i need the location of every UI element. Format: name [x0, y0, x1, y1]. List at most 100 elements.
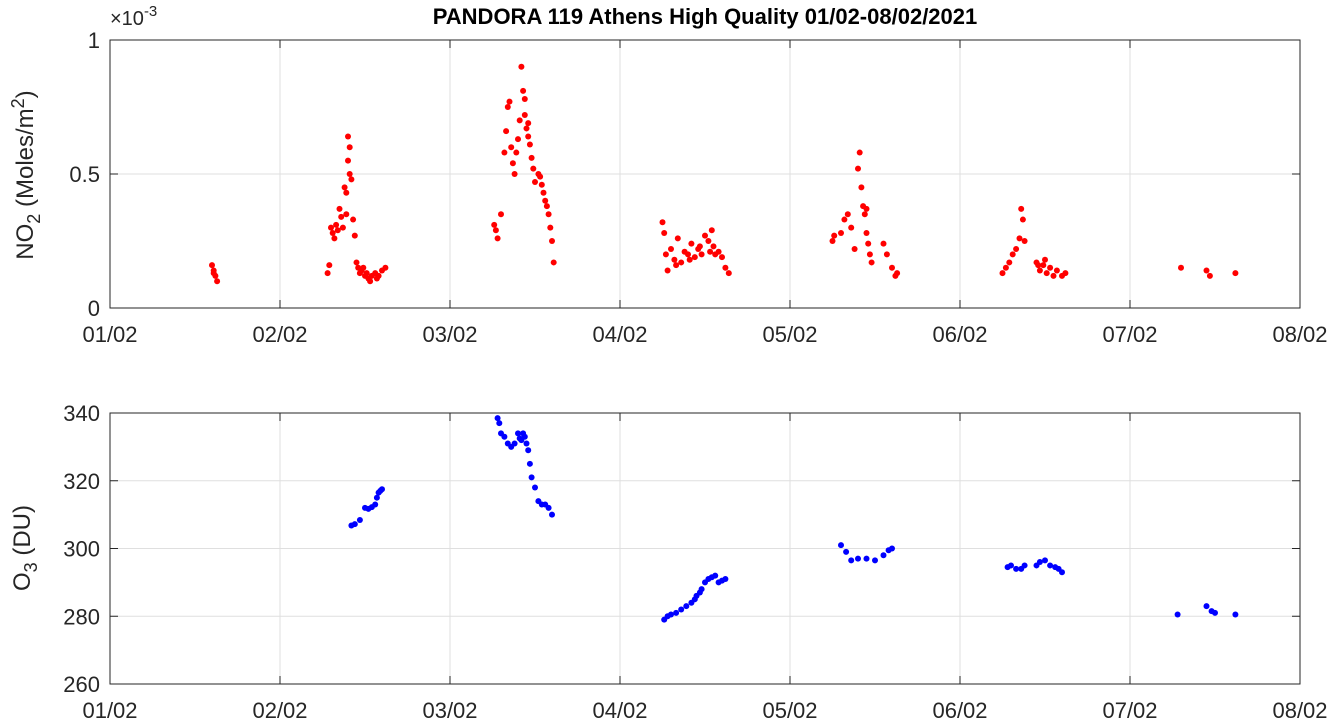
data-point [346, 171, 353, 177]
x-tick-label: 05/02 [762, 322, 817, 347]
ylabel-end: ) [12, 90, 39, 98]
data-point [1212, 609, 1218, 616]
x-tick-label: 07/02 [1102, 698, 1157, 723]
data-point [861, 211, 868, 218]
data-point [1021, 562, 1028, 569]
o3-panel: 01/02 02/02 03/02 04/02 05/02 06/02 07/02 08/02… [9, 401, 1328, 723]
y-tick-label: 1 [88, 28, 100, 53]
exponent-prefix: ×10 [110, 8, 144, 30]
data-point [1019, 216, 1026, 223]
data-point [538, 181, 545, 188]
data-point [525, 133, 532, 140]
x-tick-label: 01/02 [82, 698, 137, 723]
data-point [662, 251, 669, 258]
data-point [494, 235, 501, 242]
data-point [671, 256, 678, 263]
data-point [1047, 264, 1054, 271]
data-point [1053, 267, 1060, 274]
data-point [668, 611, 674, 618]
exponent-value: -3 [144, 3, 157, 20]
data-point [843, 548, 850, 555]
data-point [880, 552, 887, 559]
data-point [844, 211, 851, 218]
ylabel-sub: 3 [21, 562, 41, 572]
data-point [339, 224, 346, 231]
data-point [1203, 267, 1210, 274]
data-point [377, 487, 384, 494]
data-point [863, 555, 870, 562]
data-point [345, 157, 351, 164]
data-point [360, 264, 367, 271]
data-point [516, 435, 523, 442]
data-point [353, 259, 360, 266]
data-point [333, 221, 340, 228]
data-point [848, 224, 855, 231]
data-point [688, 240, 695, 247]
ylabel-rest: (Moles/m [12, 108, 39, 213]
data-point [530, 165, 537, 172]
data-point [673, 262, 680, 269]
data-point [1043, 270, 1050, 277]
x-tick-label: 04/02 [592, 698, 647, 723]
data-point [696, 243, 703, 250]
data-point [210, 270, 217, 277]
data-point [1013, 246, 1020, 253]
data-point [1040, 262, 1047, 269]
data-point [880, 240, 887, 247]
data-point [683, 603, 690, 610]
data-point [492, 227, 499, 234]
y-tick-label: 320 [63, 469, 100, 494]
data-point [691, 596, 698, 603]
data-point [520, 430, 527, 437]
data-point [521, 95, 528, 102]
data-point [1047, 562, 1054, 569]
data-point [521, 112, 528, 119]
data-point [501, 433, 508, 440]
o3-y-axis-label: O3 (DU) [9, 505, 41, 591]
data-point [511, 440, 518, 447]
data-point [722, 575, 729, 582]
data-point [868, 259, 875, 266]
y-tick-label: 340 [63, 401, 100, 426]
y-tick-label: 260 [63, 672, 100, 697]
data-point [515, 430, 521, 437]
data-point [872, 557, 878, 564]
data-point [328, 224, 334, 231]
data-point [367, 278, 374, 285]
ylabel-sub: 2 [24, 214, 44, 224]
o3-grid [109, 412, 1301, 685]
data-point [525, 120, 532, 127]
x-tick-label: 06/02 [932, 698, 987, 723]
data-point [520, 87, 527, 94]
x-tick-label: 04/02 [592, 322, 647, 347]
data-point [550, 259, 557, 266]
y-tick-label: 300 [63, 537, 100, 562]
data-point [345, 133, 351, 140]
data-point [855, 165, 861, 172]
data-point [698, 251, 705, 258]
o3-y-ticks: 260 280 300 320 340 [63, 401, 1300, 697]
data-point [661, 229, 668, 236]
data-point [725, 270, 732, 277]
data-point [715, 248, 722, 255]
data-point [356, 517, 363, 524]
data-point [848, 557, 855, 564]
data-point [659, 219, 666, 226]
data-point [838, 229, 844, 236]
data-point [707, 248, 714, 255]
x-tick-label: 05/02 [762, 698, 817, 723]
no2-points [209, 63, 1239, 285]
no2-y-axis-label: NO2 (Moles/m2) [8, 90, 44, 259]
data-point [494, 415, 501, 422]
data-point [999, 270, 1006, 277]
data-point [1021, 238, 1028, 244]
no2-exponent-label: ×10-3 [110, 3, 157, 30]
data-point [528, 154, 535, 161]
data-point [829, 238, 836, 244]
data-point [831, 232, 838, 239]
data-point [664, 267, 671, 274]
data-point [498, 211, 504, 218]
data-point [673, 609, 680, 616]
data-point [1042, 256, 1048, 263]
